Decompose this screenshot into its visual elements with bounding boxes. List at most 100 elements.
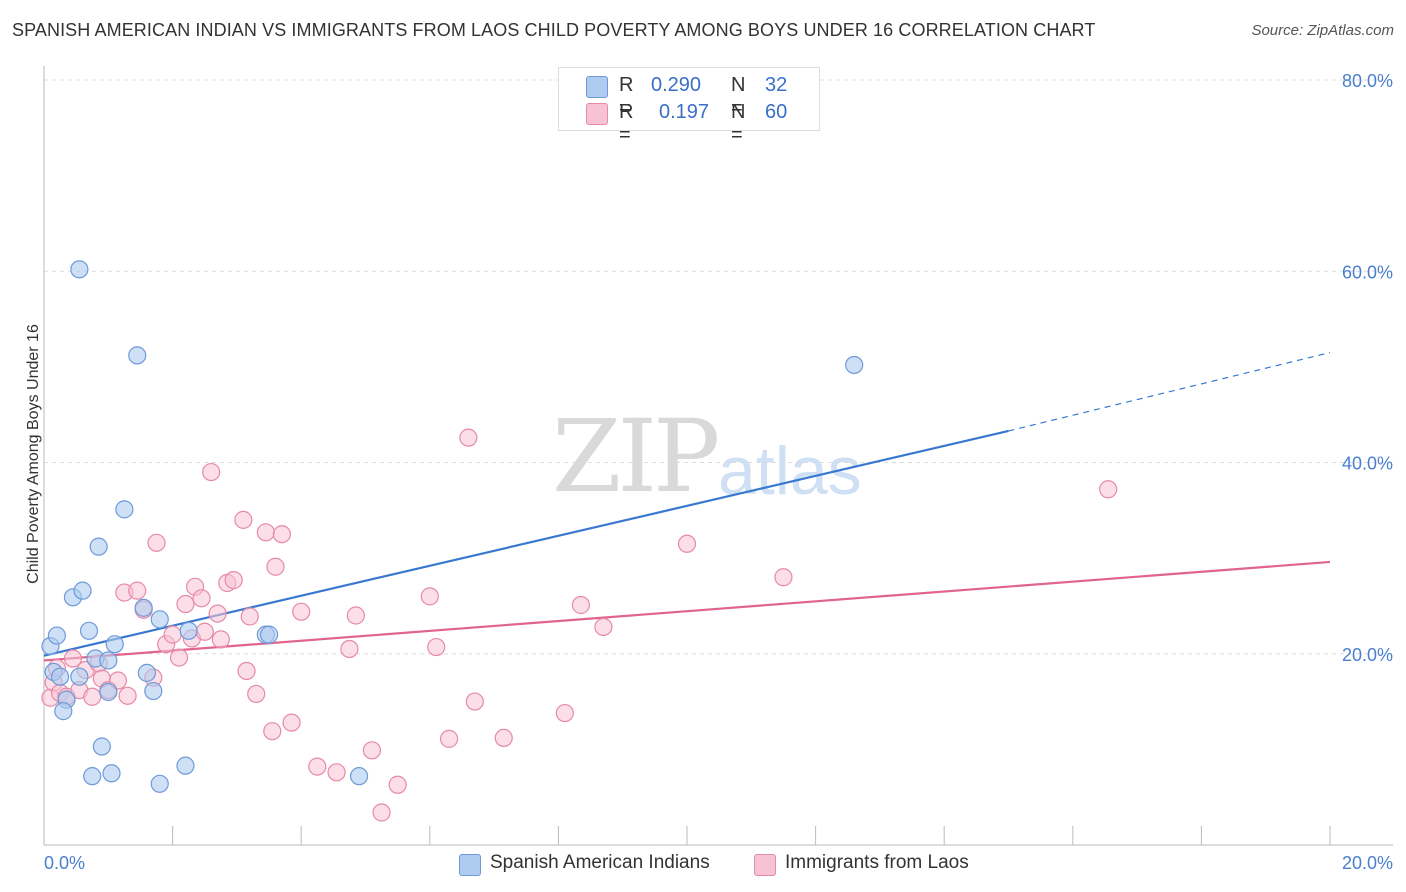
point-spanish-american-indians (179, 621, 198, 640)
chart-title: SPANISH AMERICAN INDIAN VS IMMIGRANTS FR… (12, 20, 1096, 40)
point-immigrants-from-laos (256, 523, 275, 542)
point-spanish-american-indians (70, 667, 89, 686)
point-immigrants-from-laos (234, 510, 253, 529)
x-tick-label: 20.0% (1342, 853, 1393, 873)
point-immigrants-from-laos (266, 557, 285, 576)
point-spanish-american-indians (176, 756, 195, 775)
point-immigrants-from-laos (83, 687, 102, 706)
point-immigrants-from-laos (282, 713, 301, 732)
legend-n-value: 60 (765, 101, 788, 123)
point-spanish-american-indians (128, 346, 147, 365)
point-immigrants-from-laos (292, 602, 311, 621)
point-spanish-american-indians (89, 537, 108, 556)
gridlines (44, 79, 1393, 655)
point-spanish-american-indians (99, 682, 118, 702)
point-immigrants-from-laos (362, 741, 382, 760)
point-immigrants-from-laos (147, 533, 166, 552)
point-immigrants-from-laos (163, 625, 182, 644)
point-immigrants-from-laos (372, 803, 391, 822)
legend-n-label: N = (731, 101, 746, 146)
correlation-legend: R = 0.290 N = 32 R = 0.197 N = 60 (558, 67, 820, 146)
point-spanish-american-indians (73, 581, 92, 600)
point-spanish-american-indians (83, 767, 102, 786)
point-spanish-american-indians (105, 635, 124, 654)
point-spanish-american-indians (102, 764, 121, 783)
point-spanish-american-indians (70, 260, 89, 279)
legend-n-label: N = (731, 74, 746, 119)
legend-r-label: R = (619, 74, 634, 119)
point-spanish-american-indians (50, 667, 70, 686)
point-spanish-american-indians (92, 737, 111, 756)
point-spanish-american-indians (150, 774, 169, 793)
point-immigrants-from-laos (247, 684, 266, 704)
y-tick-label: 40.0% (1342, 454, 1393, 474)
point-immigrants-from-laos (128, 581, 147, 600)
y-tick-label: 20.0% (1342, 645, 1393, 665)
point-immigrants-from-laos (308, 757, 327, 776)
point-immigrants-from-laos (118, 686, 137, 705)
legend-r-label: R = (619, 101, 634, 146)
point-immigrants-from-laos (263, 722, 282, 741)
point-spanish-american-indians (134, 598, 153, 617)
point-immigrants-from-laos (272, 525, 292, 544)
bottom-legend-immigrants-from-laos: Immigrants from Laos (785, 852, 969, 873)
bottom-legend-swatch-blue (459, 854, 481, 876)
bottom-legend-swatch-pink (754, 854, 776, 876)
point-immigrants-from-laos (195, 622, 214, 641)
legend-r-value: 0.290 (651, 74, 702, 96)
point-immigrants-from-laos (176, 594, 195, 614)
point-immigrants-from-laos (494, 728, 513, 748)
point-immigrants-from-laos (420, 587, 439, 606)
point-immigrants-from-laos (1099, 480, 1118, 499)
point-spanish-american-indians (150, 610, 169, 629)
source-credit: Source: ZipAtlas.com (1251, 22, 1394, 39)
point-immigrants-from-laos (571, 595, 591, 615)
point-immigrants-from-laos (192, 589, 211, 608)
y-tick-label: 60.0% (1342, 262, 1393, 282)
point-immigrants-from-laos (459, 428, 478, 447)
legend-r-value: 0.197 (659, 101, 710, 123)
point-immigrants-from-laos (169, 648, 189, 667)
y-tick-label: 80.0% (1342, 71, 1393, 91)
bottom-legend-spanish-american-indians: Spanish American Indians (490, 852, 710, 873)
point-spanish-american-indians (259, 625, 279, 644)
trend-line-spanish-american-indians (43, 429, 1009, 657)
point-immigrants-from-laos (594, 617, 613, 637)
data-points (41, 260, 1118, 822)
legend-swatch-blue (586, 76, 608, 98)
point-spanish-american-indians (144, 681, 163, 701)
axes (43, 66, 1393, 846)
point-spanish-american-indians (47, 626, 66, 645)
x-tick-label: 0.0% (44, 853, 85, 873)
point-immigrants-from-laos (388, 775, 407, 794)
point-immigrants-from-laos (439, 729, 459, 748)
point-immigrants-from-laos (237, 661, 256, 681)
point-spanish-american-indians (54, 702, 73, 721)
point-spanish-american-indians (79, 621, 99, 640)
point-spanish-american-indians (115, 500, 134, 519)
point-immigrants-from-laos (677, 534, 697, 553)
legend-swatch-pink (586, 103, 608, 125)
point-immigrants-from-laos (346, 606, 365, 625)
point-immigrants-from-laos (202, 462, 221, 482)
point-spanish-american-indians (99, 651, 118, 670)
point-immigrants-from-laos (774, 568, 793, 587)
point-immigrants-from-laos (211, 630, 230, 649)
legend-n-value: 32 (765, 74, 788, 96)
point-immigrants-from-laos (224, 571, 243, 590)
trend-line-immigrants-from-laos (43, 560, 1331, 662)
point-immigrants-from-laos (327, 763, 346, 782)
point-spanish-american-indians (845, 355, 864, 375)
trend-line-extension-spanish-american-indians (1008, 351, 1331, 432)
point-immigrants-from-laos (240, 607, 259, 626)
trend-lines (43, 351, 1331, 662)
point-spanish-american-indians (137, 663, 156, 682)
tick-labels: 20.0% 40.0% 60.0% 80.0% 0.0% 20.0% (44, 71, 1393, 873)
point-spanish-american-indians (349, 767, 369, 786)
point-immigrants-from-laos (427, 637, 446, 657)
watermark-zip: ZIP (552, 398, 720, 515)
point-immigrants-from-laos (465, 692, 484, 711)
point-immigrants-from-laos (555, 703, 574, 723)
point-immigrants-from-laos (340, 639, 359, 659)
